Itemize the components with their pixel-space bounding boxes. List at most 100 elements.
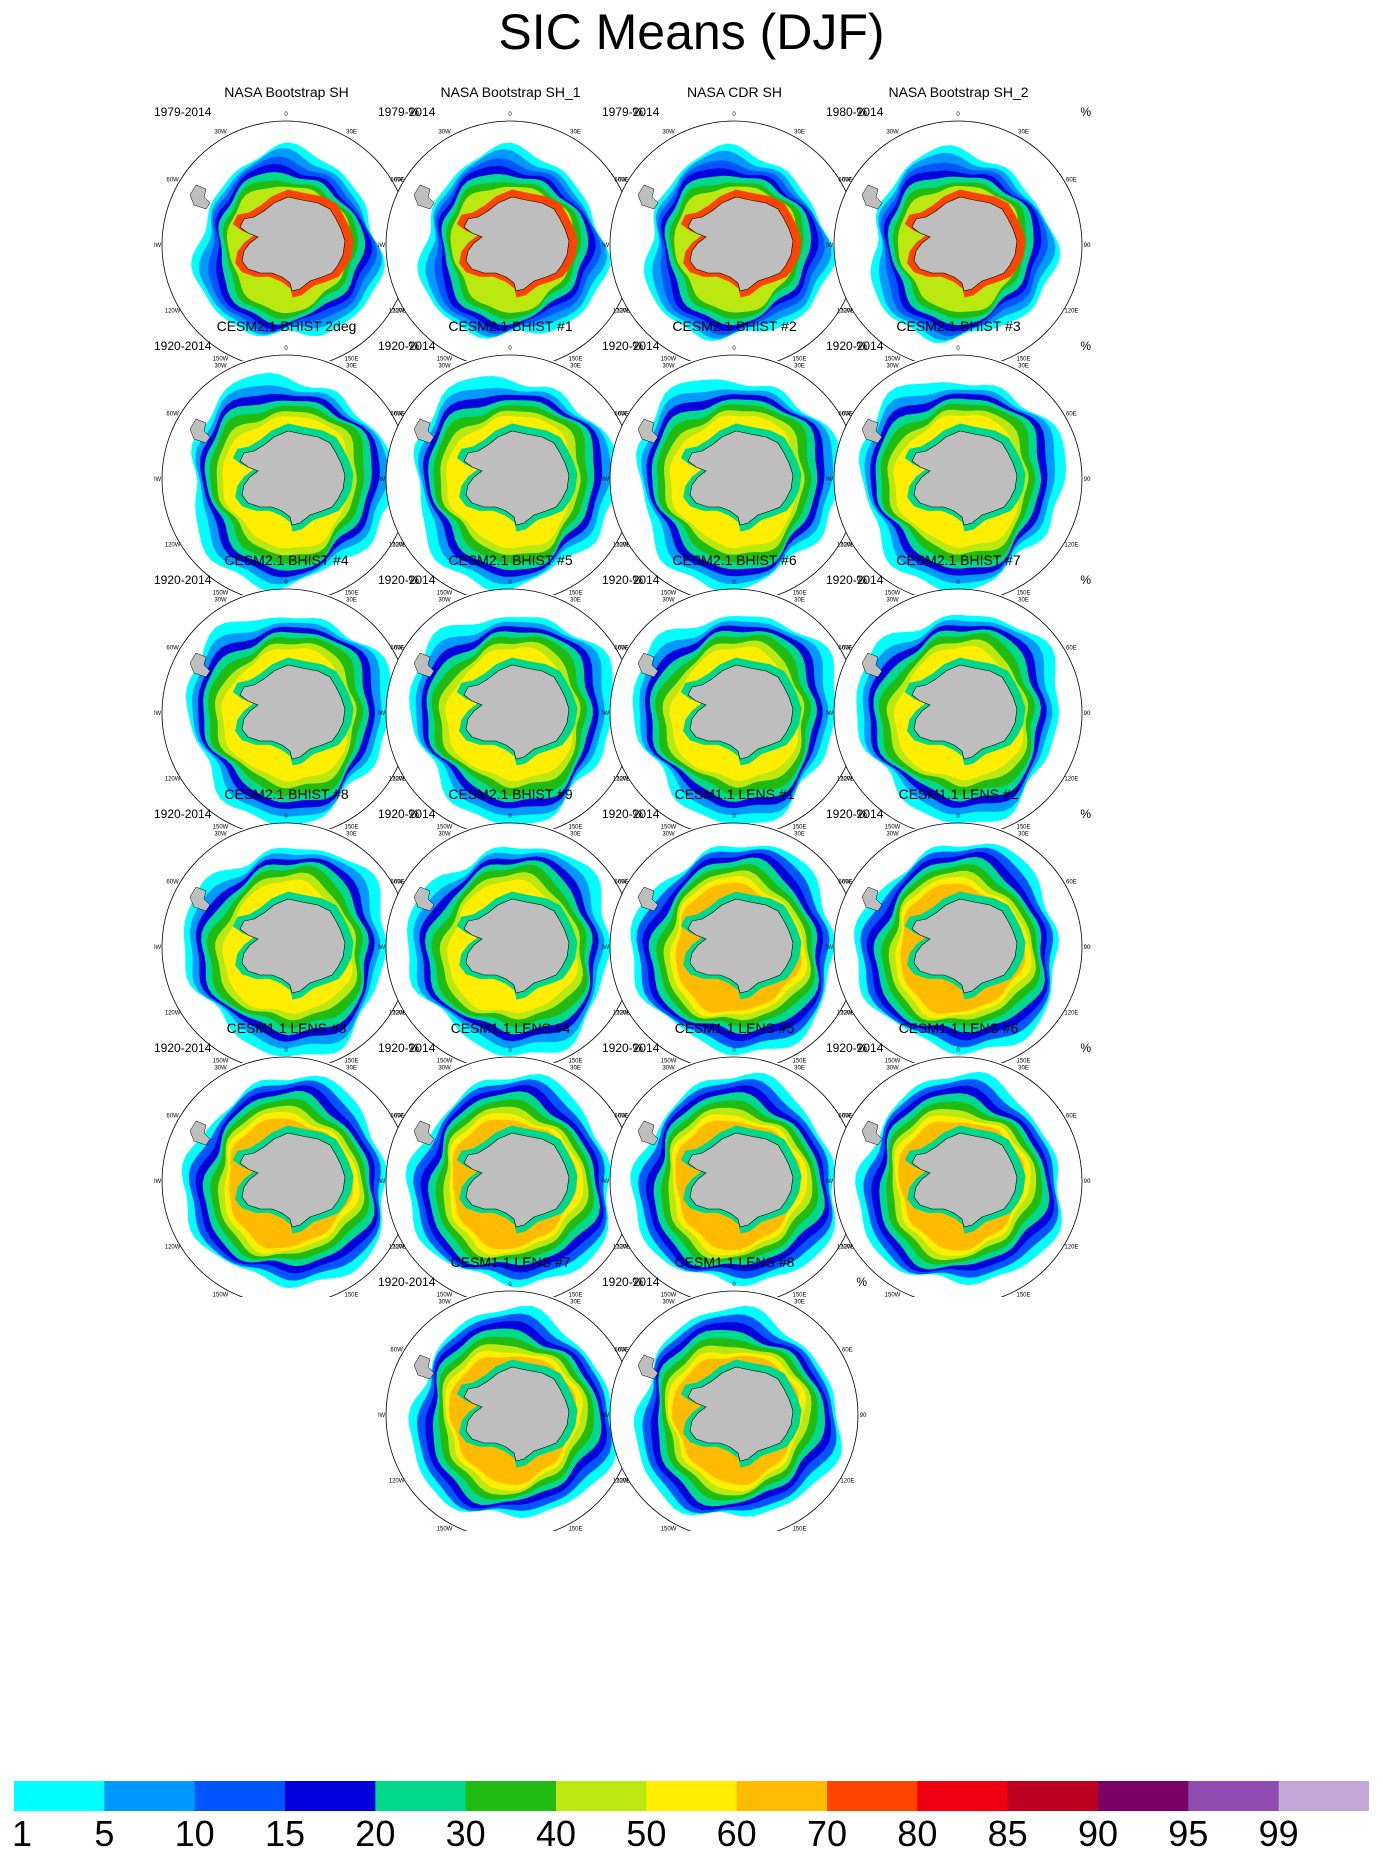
panel-title: CESM1.1 LENS #7	[450, 1254, 571, 1270]
south-america-landmass	[861, 652, 883, 678]
colorbar-swatch	[1098, 1781, 1189, 1811]
south-america-landmass	[637, 418, 659, 444]
longitude-label: 150E	[792, 356, 806, 361]
longitude-label: 120E	[840, 1245, 854, 1251]
longitude-label: 30W	[214, 1066, 227, 1072]
longitude-label: 30W	[438, 832, 451, 838]
longitude-label: 60E	[1066, 646, 1077, 652]
longitude-label: 30E	[570, 832, 581, 838]
longitude-label: 60W	[614, 1114, 627, 1120]
polar-map: 030E60E90E120E150E180150W120W90W60W30W	[378, 1282, 643, 1531]
panel-units: %	[856, 573, 867, 587]
map-panel: CESM1.1 LENS #51920-2014%030E60E90E120E1…	[602, 1019, 867, 1297]
panel-units: %	[1080, 573, 1091, 587]
longitude-label: 120W	[389, 1479, 405, 1485]
longitude-label: 150W	[437, 590, 453, 595]
longitude-label: 30W	[662, 598, 675, 604]
colorbar-swatch	[556, 1781, 647, 1811]
longitude-label: 30W	[662, 1066, 675, 1072]
panel-units: %	[408, 105, 419, 119]
longitude-label: 0	[284, 814, 288, 820]
antarctica-landmass	[463, 430, 570, 526]
panel-years: 1979-2014	[378, 105, 436, 119]
longitude-label: 120E	[1064, 309, 1078, 315]
map-panel: NASA Bootstrap SH_2 1980-2014% 0 30E 60E 90E 1…	[826, 83, 1091, 361]
south-america-landmass	[861, 418, 883, 444]
longitude-label: 30W	[438, 130, 451, 136]
longitude-label: 150W	[661, 356, 677, 361]
longitude-label: 30E	[346, 130, 357, 136]
longitude-label: 150E	[792, 590, 806, 595]
longitude-label: 60E	[842, 1348, 853, 1354]
longitude-label: 120E	[840, 1011, 854, 1017]
longitude-label: 30W	[886, 1066, 899, 1072]
colorbar-swatch	[1278, 1781, 1369, 1811]
colorbar-label: 30	[445, 1813, 486, 1854]
longitude-label: 30W	[886, 130, 899, 136]
longitude-label: 150W	[437, 824, 453, 829]
polar-map: 030E60E90E120E150E180150W120W90W60W30W	[826, 346, 1091, 595]
south-america-landmass	[413, 418, 435, 444]
panel-title: NASA Bootstrap SH_1	[440, 84, 581, 100]
colorbar-label: 5	[94, 1813, 115, 1854]
polar-map: 030E60E90E120E150E180150W120W90W60W30W	[154, 112, 419, 361]
panel-years: 1920-2014	[154, 807, 212, 821]
panel-units: %	[856, 807, 867, 821]
panel-title: CESM2.1 BHIST #6	[672, 552, 797, 568]
longitude-label: 60E	[842, 1114, 853, 1120]
polar-map: 030E60E90E120E150E180150W120W90W60W30W	[826, 814, 1091, 1063]
colorbar-label: 40	[535, 1813, 577, 1854]
panel-years: 1920-2014	[154, 1041, 212, 1055]
longitude-label: 150E	[792, 1292, 806, 1297]
longitude-label: 90W	[154, 711, 162, 717]
longitude-label: 30W	[886, 832, 899, 838]
longitude-label: 150W	[213, 590, 229, 595]
longitude-label: 120E	[1064, 777, 1078, 783]
panel-units: %	[632, 1041, 643, 1055]
longitude-label: 60W	[390, 880, 403, 886]
longitude-label: 60E	[1066, 1114, 1077, 1120]
longitude-label: 150E	[792, 1058, 806, 1063]
longitude-label: 90W	[602, 1179, 610, 1185]
longitude-label: 30E	[570, 1300, 581, 1306]
longitude-label: 150E	[568, 824, 582, 829]
longitude-label: 150W	[885, 824, 901, 829]
longitude-label: 150W	[661, 1526, 677, 1531]
longitude-label: 120W	[613, 777, 629, 783]
longitude-label: 90W	[602, 243, 610, 249]
map-panel: CESM1.1 LENS #21920-2014%030E60E90E120E1…	[826, 785, 1091, 1063]
longitude-label: 30E	[1018, 130, 1029, 136]
map-panel: CESM2.1 BHIST #21920-2014%030E60E90E120E…	[602, 317, 867, 595]
longitude-label: 120W	[613, 1479, 629, 1485]
map-panel: CESM1.1 LENS #41920-2014%030E60E90E120E1…	[378, 1019, 643, 1297]
longitude-label: 90E	[1084, 1179, 1091, 1185]
longitude-label: 60W	[614, 880, 627, 886]
longitude-label: 60W	[166, 412, 179, 418]
longitude-label: 120E	[616, 1479, 630, 1485]
longitude-label: 90W	[378, 1413, 386, 1419]
antarctica-landmass	[463, 196, 570, 292]
panel-years: 1920-2014	[154, 339, 212, 353]
longitude-label: 30W	[214, 832, 227, 838]
longitude-label: 120E	[392, 777, 406, 783]
map-panel: CESM1.1 LENS #81920-2014%030E60E90E120E1…	[602, 1253, 867, 1531]
panel-units: %	[408, 339, 419, 353]
longitude-label: 120W	[613, 309, 629, 315]
longitude-label: 60E	[1066, 412, 1077, 418]
longitude-label: 150W	[213, 1058, 229, 1063]
panel-years: 1920-2014	[602, 573, 660, 587]
longitude-label: 60W	[614, 1348, 627, 1354]
longitude-label: 120W	[165, 543, 181, 549]
longitude-label: 120E	[840, 309, 854, 315]
panel-title: CESM2.1 BHIST 2deg	[216, 318, 357, 334]
polar-map: 030E60E90E120E150E180150W120W90W60W30W	[826, 112, 1091, 361]
longitude-label: 0	[508, 1282, 512, 1288]
longitude-label: 120E	[1064, 1011, 1078, 1017]
antarctica-landmass	[239, 664, 346, 760]
longitude-label: 150W	[885, 356, 901, 361]
longitude-label: 0	[956, 580, 960, 586]
panel-units: %	[1080, 1041, 1091, 1055]
antarctica-landmass	[463, 1366, 570, 1462]
map-panel: NASA Bootstrap SH1979-2014%030E60E90E120…	[154, 83, 419, 361]
panel-title: NASA Bootstrap SH_2	[888, 84, 1029, 100]
